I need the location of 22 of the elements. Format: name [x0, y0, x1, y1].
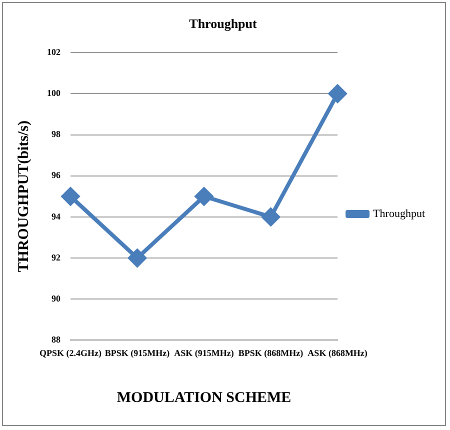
x-tick-label: BPSK (915MHz): [104, 348, 170, 358]
x-tick-label: ASK (915MHz): [174, 348, 234, 358]
y-tick-label: 96: [52, 170, 61, 180]
y-tick-label: 100: [47, 88, 61, 98]
y-axis-title: THROUGHPUT(bits/s): [16, 120, 32, 272]
y-tick-label: 94: [52, 211, 61, 222]
x-tick-label: QPSK (2.4GHz): [40, 348, 102, 358]
legend-label: Throughput: [373, 208, 426, 220]
y-tick-label: 98: [52, 129, 61, 140]
y-tick-label: 102: [47, 46, 61, 57]
point: [62, 187, 80, 206]
chart-title: Throughput: [189, 16, 258, 32]
point: [328, 84, 347, 103]
y-tick-label: 90: [52, 293, 61, 304]
x-tick-label: ASK (868MHz): [308, 348, 368, 358]
point: [128, 249, 146, 268]
x-axis-title: MODULATION SCHEME: [116, 390, 292, 406]
y-tick-label: 92: [52, 252, 61, 262]
point: [262, 208, 280, 226]
point: [195, 187, 214, 206]
y-tick-label: 88: [52, 334, 61, 345]
x-tick-label: BPSK (868MHz): [238, 348, 304, 358]
